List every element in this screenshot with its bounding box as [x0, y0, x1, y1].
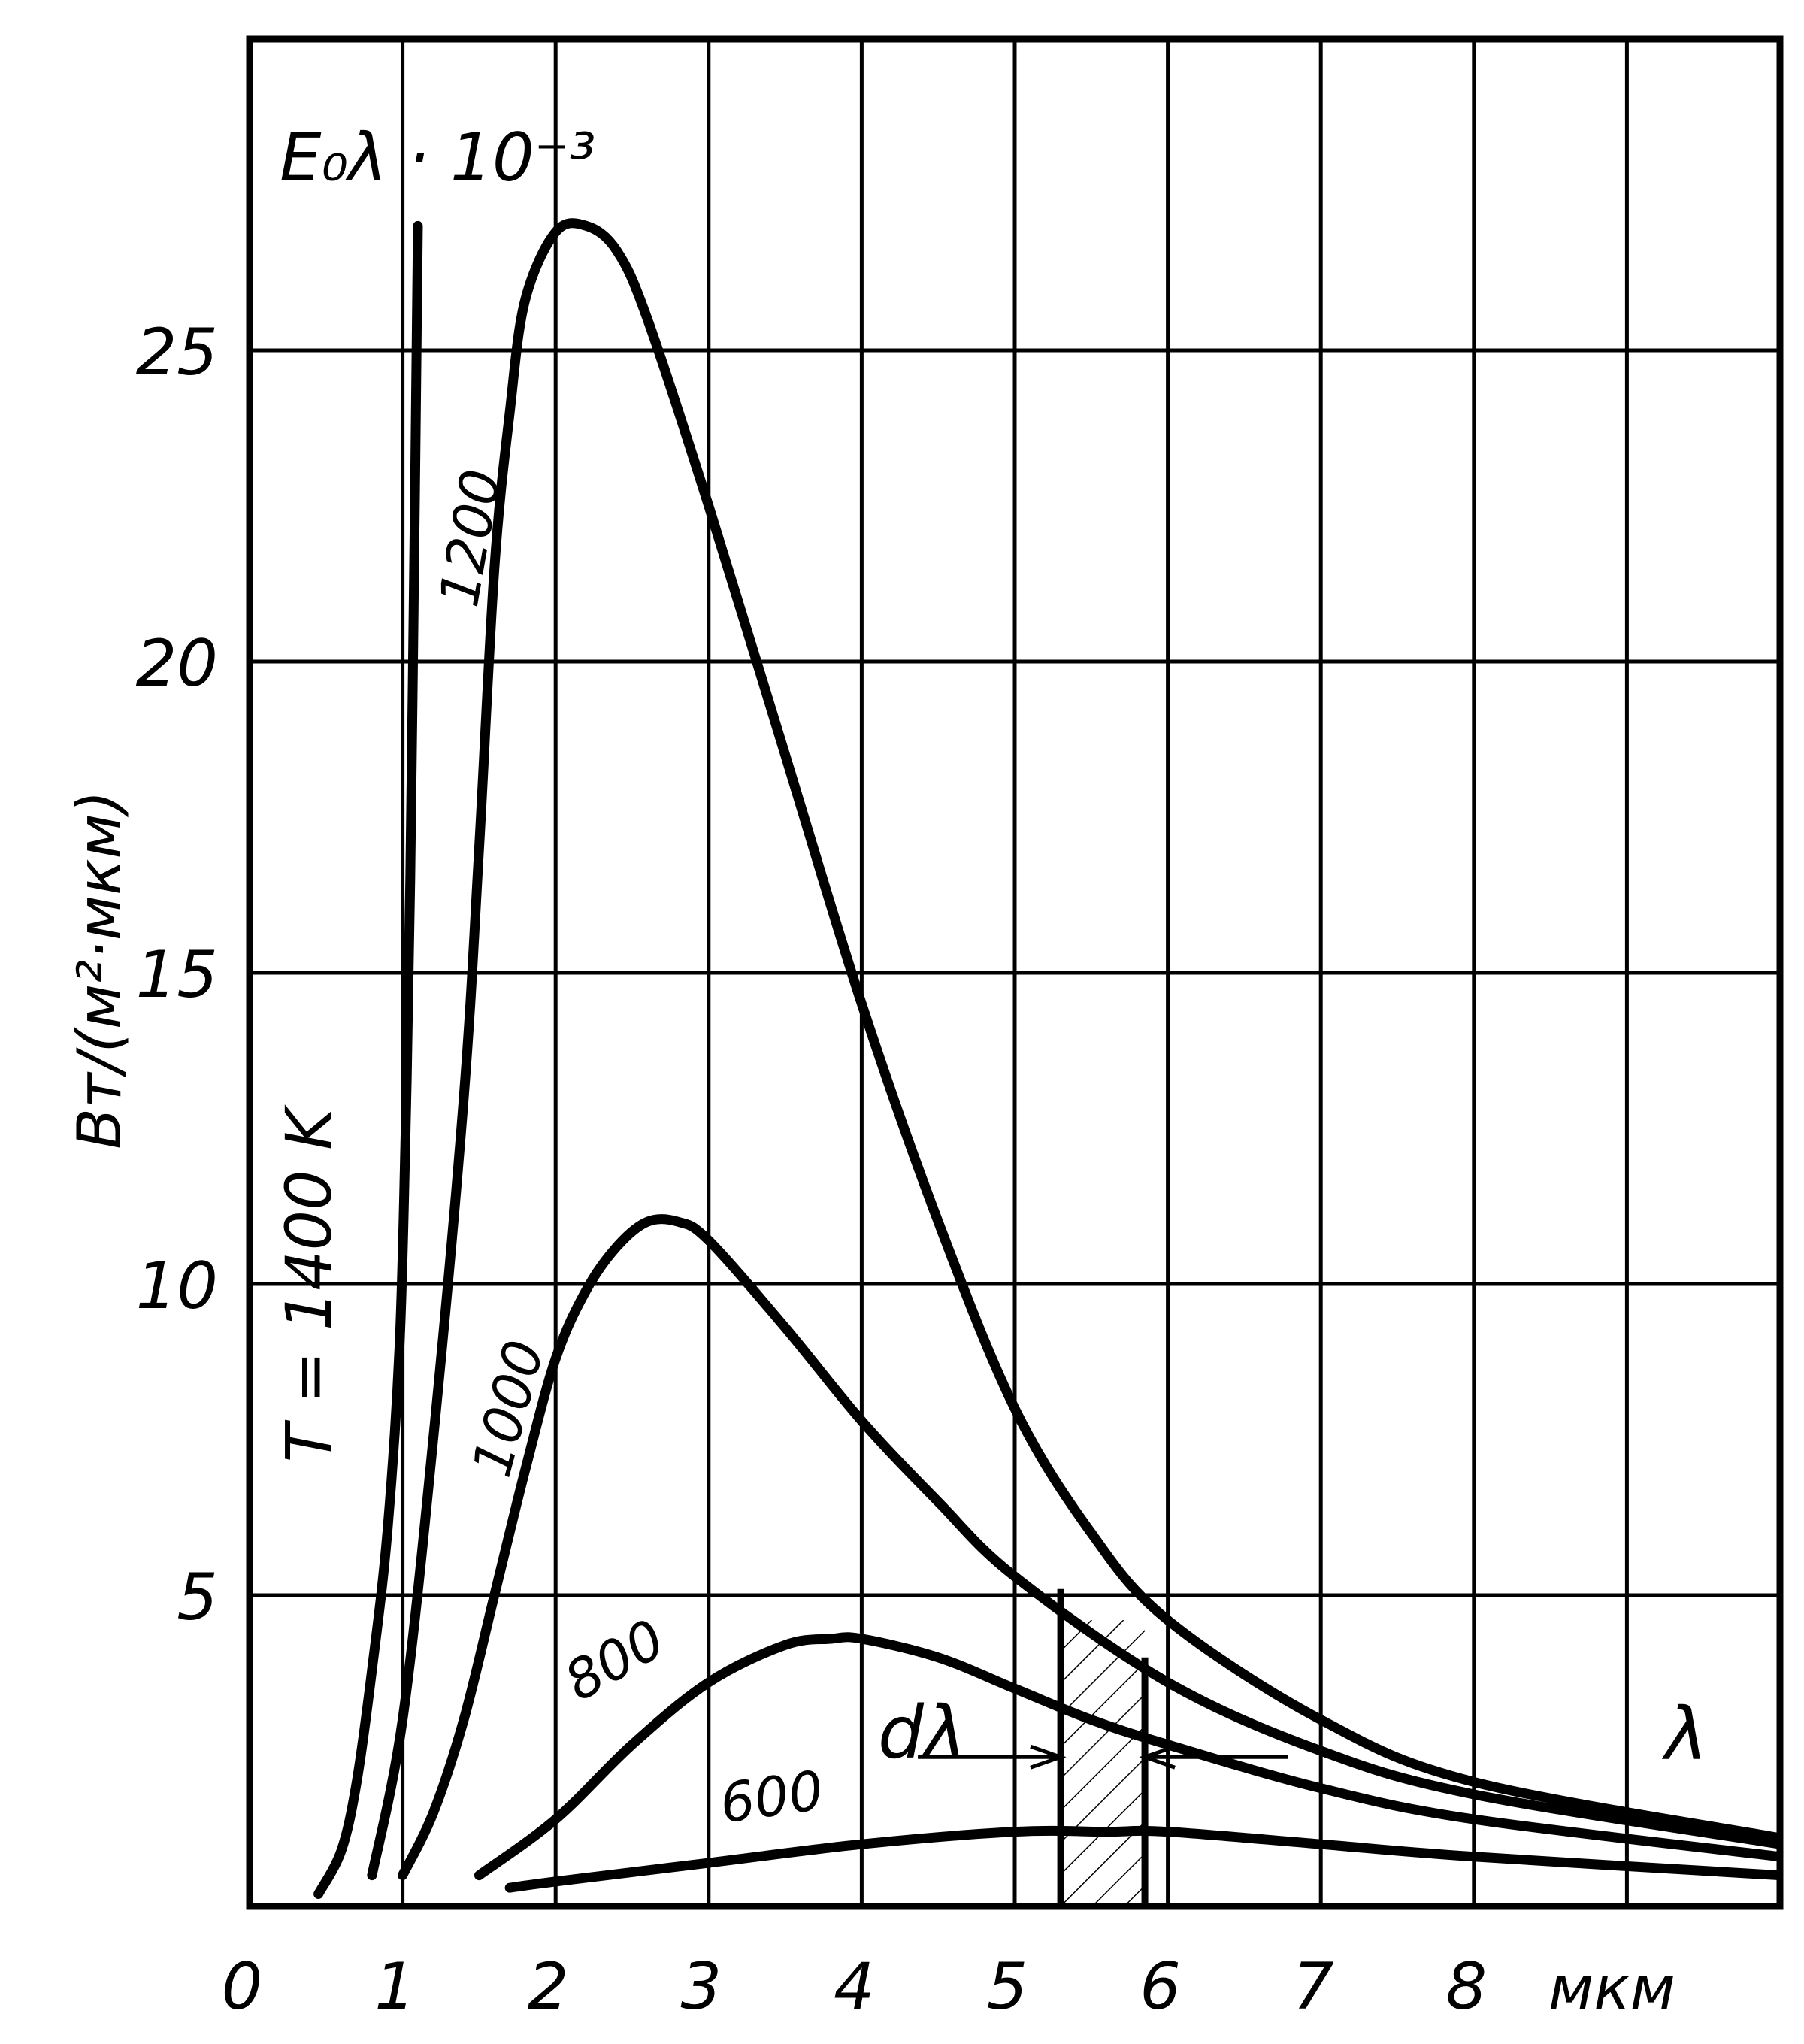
x-tick-label: 1	[374, 1949, 416, 2024]
curve-t1000	[398, 1214, 1780, 1881]
series-curves	[313, 218, 1780, 1899]
d-lambda-arrow-left	[918, 1744, 1067, 1770]
x-tick-labels: 0 1 2 3 4 5 6 7 8	[222, 1949, 1488, 2024]
curve-t800	[474, 1632, 1780, 1881]
y-tick-label: 25	[136, 315, 218, 390]
x-tick-label: 2	[528, 1949, 569, 2024]
curve-t1400	[313, 220, 423, 1899]
curve-label-600: 600	[716, 1758, 828, 1835]
grid-lines	[250, 39, 1780, 1906]
y-tick-label: 15	[136, 937, 218, 1013]
curve-t1200	[367, 218, 1780, 1881]
plot-frame	[246, 35, 1784, 1910]
y-tick-label: 20	[136, 626, 218, 701]
curve-label-1200: 1200	[427, 465, 513, 611]
x-tick-label: 7	[1293, 1949, 1334, 2024]
d-lambda-hatched-band	[1061, 1620, 1146, 1906]
curve-t600	[504, 1825, 1780, 1893]
d-lambda-label: dλ	[878, 1691, 967, 1775]
y-tick-labels: 5 10 15 20 25	[136, 315, 218, 1635]
y-tick-label: 10	[136, 1249, 218, 1324]
x-tick-label: 5	[987, 1949, 1028, 2024]
x-tick-label: 3	[680, 1949, 722, 2024]
x-symbol-label: λ	[1661, 1692, 1708, 1776]
y-axis-unit-label: Вт/(м²·мкм)	[65, 790, 135, 1149]
x-axis-unit-label: мкм	[1548, 1953, 1675, 2023]
curve-label-800: 800	[554, 1607, 675, 1713]
y-quantity-label: E₀λ · 10⁻³	[280, 119, 596, 196]
x-tick-label: 6	[1140, 1949, 1181, 2024]
y-tick-label: 5	[177, 1560, 218, 1635]
x-tick-label: 8	[1445, 1949, 1487, 2024]
x-tick-label: 4	[834, 1949, 875, 2024]
curve-label-1400: T = 1400 K	[272, 1104, 346, 1463]
x-tick-label: 0	[222, 1949, 263, 2024]
